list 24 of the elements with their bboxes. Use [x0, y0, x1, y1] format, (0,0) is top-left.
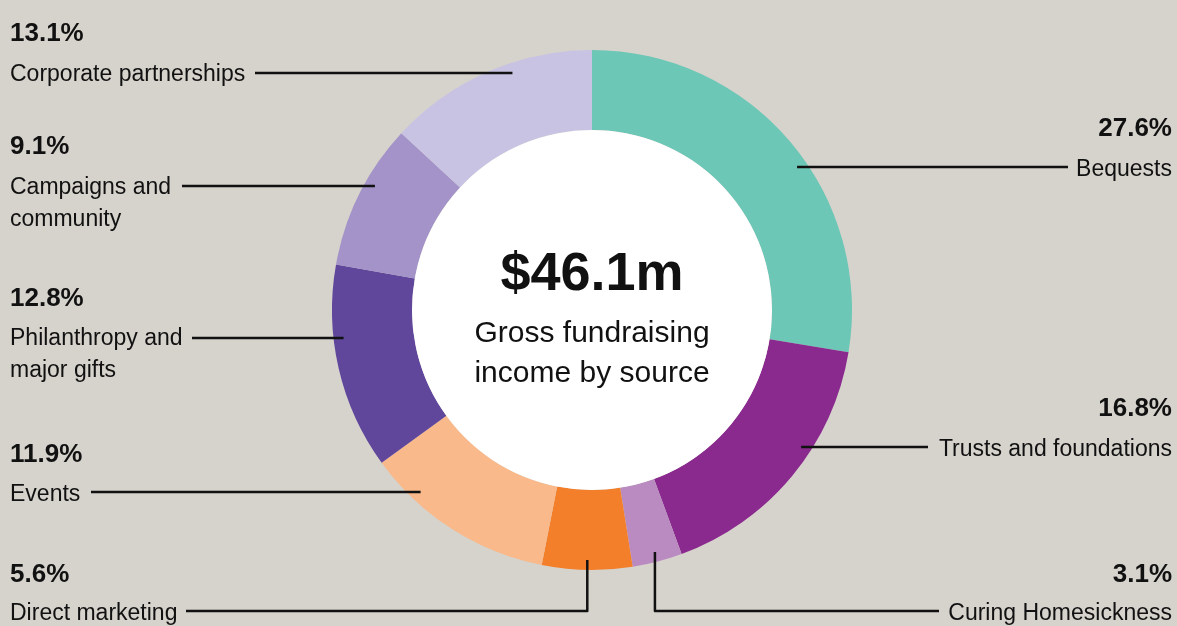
slice-label: Direct marketing — [10, 599, 178, 625]
data-label: 12.8% — [10, 282, 84, 312]
donut-slice — [541, 486, 633, 570]
data-label: 5.6% — [10, 558, 70, 588]
slice-label: Philanthropy and major gifts — [10, 324, 183, 382]
donut-slice — [381, 415, 558, 566]
data-label: 27.6% — [1098, 112, 1172, 142]
slice-label: Bequests — [1076, 155, 1172, 181]
donut-slice — [401, 50, 592, 188]
slice-label: Corporate partnerships — [10, 60, 246, 86]
donut-slice — [332, 264, 447, 463]
data-label: 9.1% — [10, 130, 70, 160]
data-label: 11.9% — [10, 438, 83, 468]
data-label: 16.8% — [1098, 392, 1172, 422]
donut-slice — [336, 133, 461, 279]
data-label: 13.1% — [10, 17, 84, 47]
donut-slice — [620, 478, 682, 567]
slice-label: Trusts and foundations — [938, 435, 1172, 461]
slice-label: Curing Homesickness — [948, 599, 1172, 625]
slice-label: Events — [10, 480, 81, 506]
text: $46.1m — [500, 241, 684, 301]
text: Gross fundraising income by source — [474, 315, 710, 388]
slice-label: Campaigns and community — [10, 173, 172, 231]
data-label: 3.1% — [1112, 558, 1172, 588]
